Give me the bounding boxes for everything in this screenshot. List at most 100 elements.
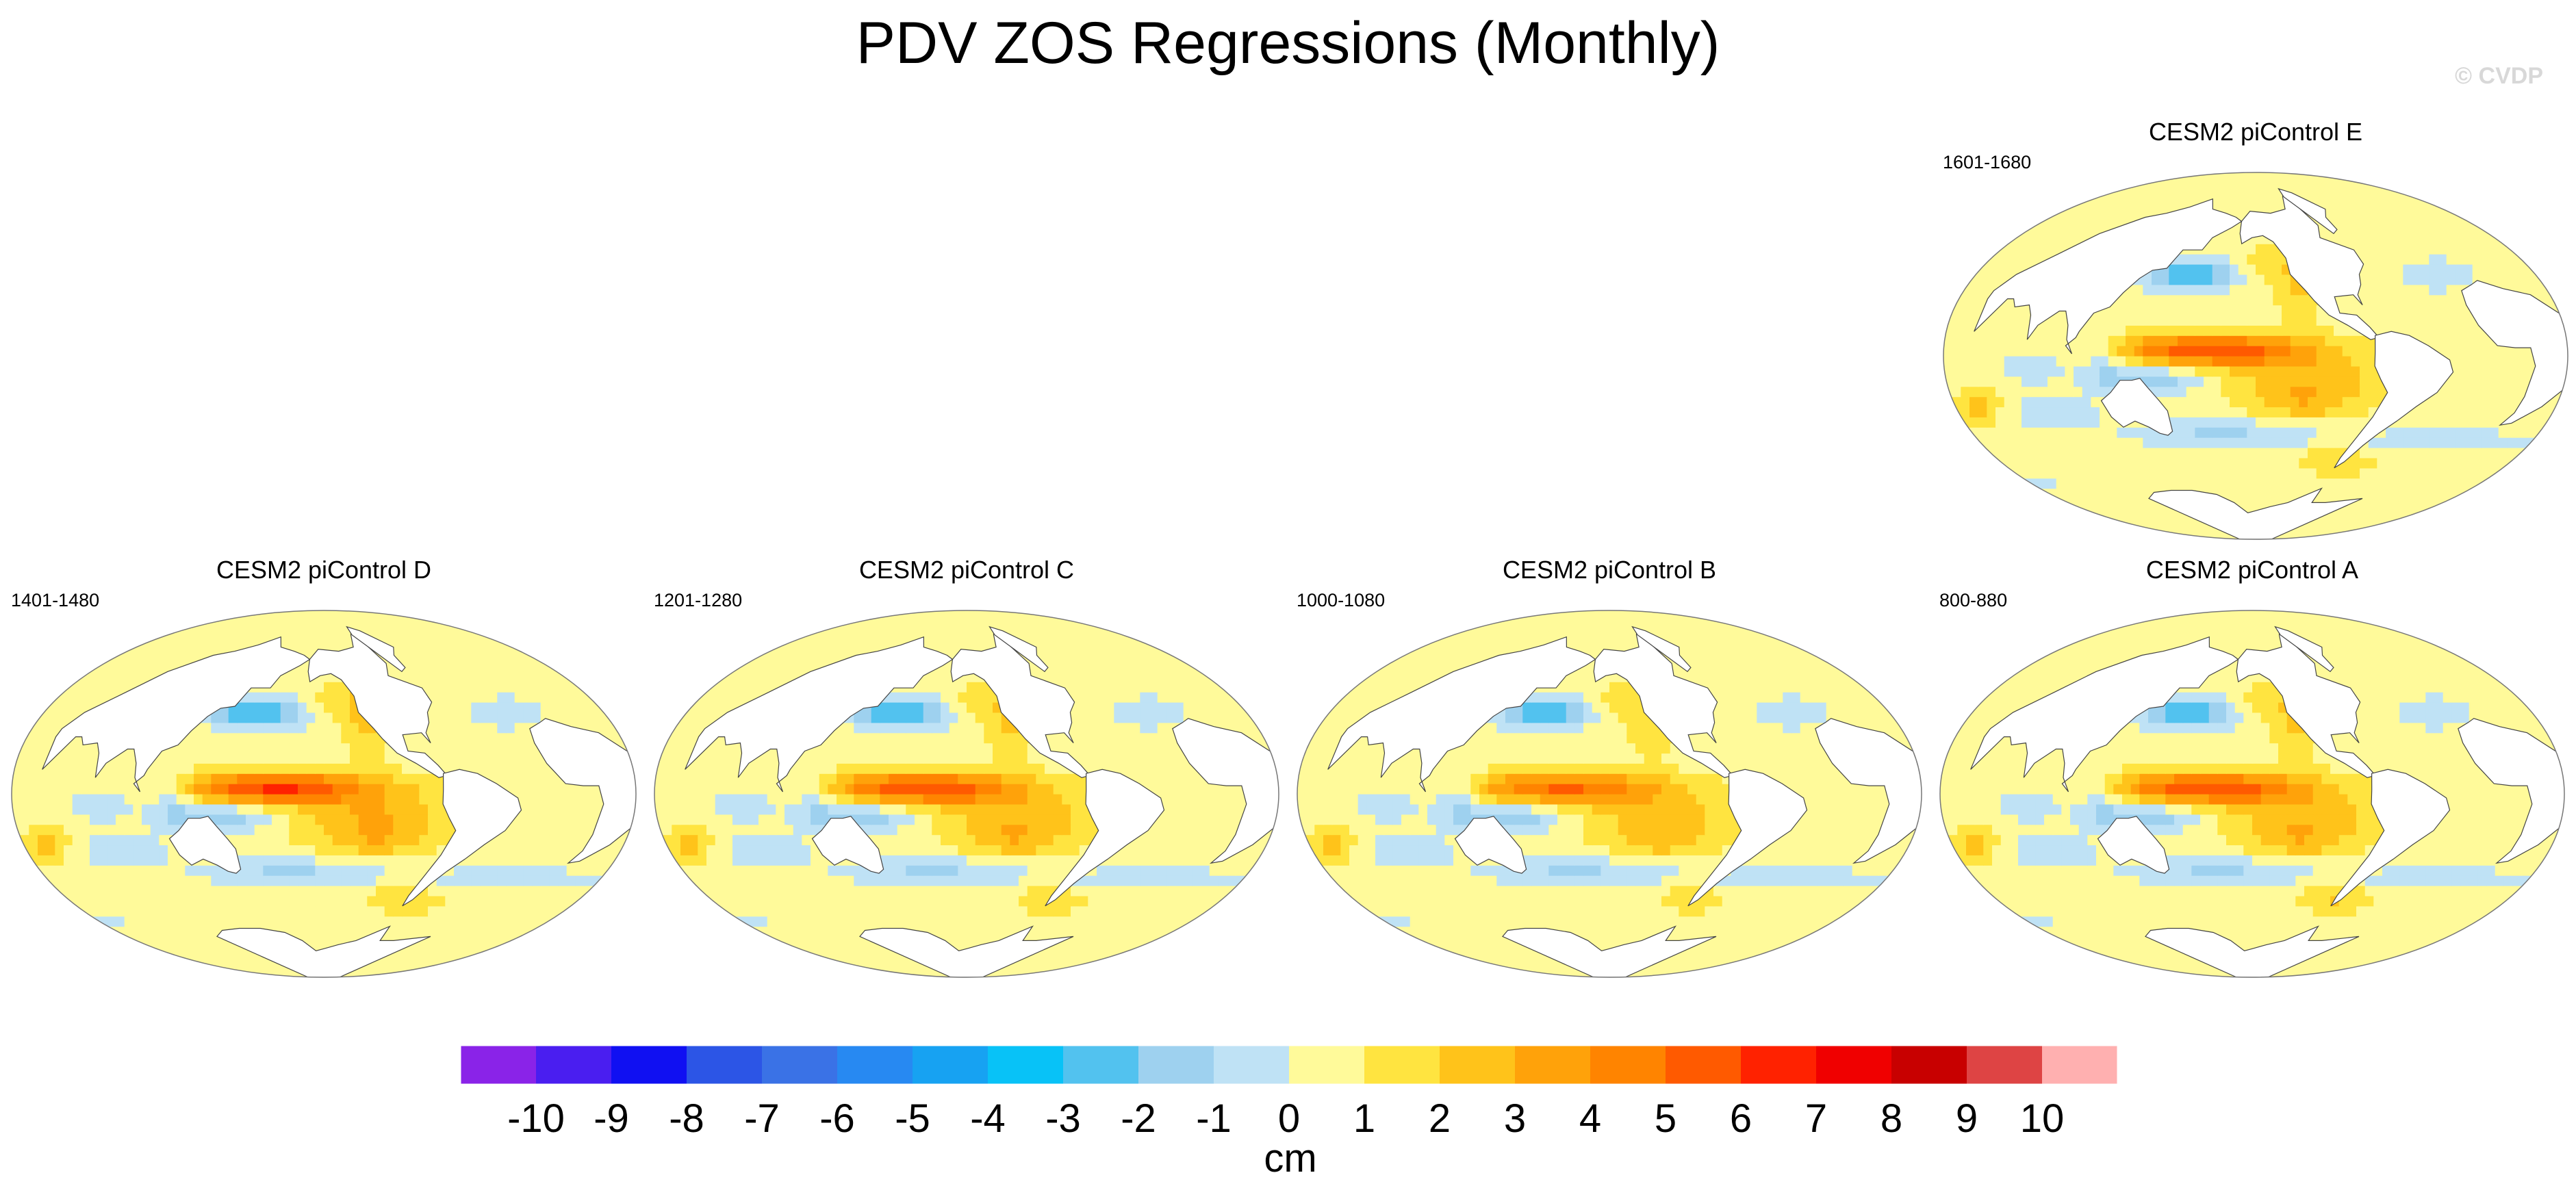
zos-cell [514, 916, 524, 927]
zos-cell [90, 784, 99, 795]
zos-cell [2412, 407, 2421, 417]
zos-cell [2533, 244, 2542, 255]
zos-cell [2221, 407, 2230, 417]
zos-cell [272, 763, 281, 774]
zos-cell [2507, 467, 2516, 479]
zos-cell [601, 722, 611, 734]
zos-cell [2100, 488, 2109, 500]
zos-cell [1969, 182, 1979, 194]
zos-cell [610, 702, 620, 713]
zos-cell [280, 803, 290, 815]
zos-cell [2490, 427, 2499, 438]
zos-cell [2420, 172, 2430, 183]
zos-cell [2134, 203, 2143, 214]
zos-cell [2403, 172, 2412, 183]
zos-cell [2403, 519, 2412, 530]
zos-cell [1995, 467, 2005, 479]
zos-cell [2273, 192, 2282, 204]
zos-cell [445, 682, 455, 693]
zos-cell [2377, 508, 2386, 519]
zos-cell [2516, 233, 2525, 244]
zos-cell [98, 834, 107, 846]
zos-cell [124, 753, 133, 764]
zos-cell [2039, 407, 2048, 417]
zos-cell [2394, 315, 2403, 326]
zos-cell [2282, 346, 2291, 357]
zos-cell [410, 916, 420, 927]
zos-cell [2230, 264, 2239, 275]
zos-cell [376, 905, 385, 917]
zos-cell [2074, 508, 2083, 519]
zos-cell [2013, 386, 2022, 398]
zos-cell [627, 875, 636, 886]
zos-cell [2134, 356, 2143, 367]
zos-cell [428, 886, 437, 897]
zos-cell [540, 875, 550, 886]
zos-cell [20, 692, 29, 703]
zos-cell [1943, 396, 1953, 408]
zos-cell [618, 957, 628, 968]
zos-cell [2299, 529, 2308, 539]
zos-cell [2160, 437, 2169, 448]
zos-cell [2178, 457, 2187, 469]
zos-cell [116, 905, 125, 917]
zos-cell [2316, 407, 2325, 417]
zos-cell [2204, 305, 2213, 316]
zos-cell [72, 794, 81, 805]
zos-cell [2490, 448, 2499, 459]
zos-cell [2186, 264, 2195, 275]
zos-cell [29, 682, 38, 693]
zos-cell [2377, 467, 2386, 479]
zos-cell [2299, 427, 2308, 438]
zos-cell [393, 916, 403, 927]
zos-cell [1943, 457, 1953, 469]
zos-cell [98, 905, 107, 917]
zos-cell [2039, 448, 2048, 459]
zos-cell [2412, 305, 2421, 316]
zos-cell [20, 824, 29, 836]
zos-cell [514, 855, 524, 866]
zos-cell [324, 905, 333, 917]
zos-cell [2438, 529, 2447, 539]
zos-cell [2542, 448, 2551, 459]
zos-cell [2143, 478, 2152, 489]
zos-cell [601, 957, 611, 968]
zos-cell [1995, 192, 2005, 204]
zos-cell [618, 895, 628, 907]
zos-cell [168, 855, 177, 866]
zos-cell [107, 651, 116, 662]
zos-cell [2204, 448, 2213, 459]
zos-cell [29, 732, 38, 744]
zos-cell [2360, 274, 2369, 285]
zos-cell [107, 916, 116, 927]
map-panel-e: CESM2 piControl E 1601-1680 [1937, 118, 2574, 556]
zos-cell [2420, 315, 2430, 326]
zos-cell [2342, 365, 2351, 377]
zos-cell [168, 824, 177, 836]
zos-cell [2004, 427, 2013, 438]
zos-cell [2334, 467, 2343, 479]
zos-cell [2498, 407, 2508, 417]
zos-cell [168, 916, 177, 927]
zos-cell [2247, 386, 2256, 398]
zos-cell [168, 784, 177, 795]
zos-cell [2368, 172, 2377, 183]
zos-cell [332, 784, 342, 795]
zos-cell [2542, 233, 2551, 244]
zos-cell [116, 803, 125, 815]
zos-cell [558, 946, 568, 957]
zos-cell [2082, 223, 2091, 234]
zos-cell [2256, 172, 2265, 183]
zos-cell [2022, 488, 2031, 500]
zos-cell [393, 763, 403, 774]
zos-cell [402, 814, 411, 825]
zos-cell [2446, 213, 2456, 224]
zos-cell [2204, 254, 2213, 265]
zos-cell [81, 794, 90, 805]
zos-cell [55, 661, 64, 672]
zos-cell [428, 814, 437, 825]
zos-cell [1995, 386, 2005, 398]
zos-cell [2221, 192, 2230, 204]
zos-cell [2186, 294, 2195, 306]
zos-cell [2524, 254, 2534, 265]
